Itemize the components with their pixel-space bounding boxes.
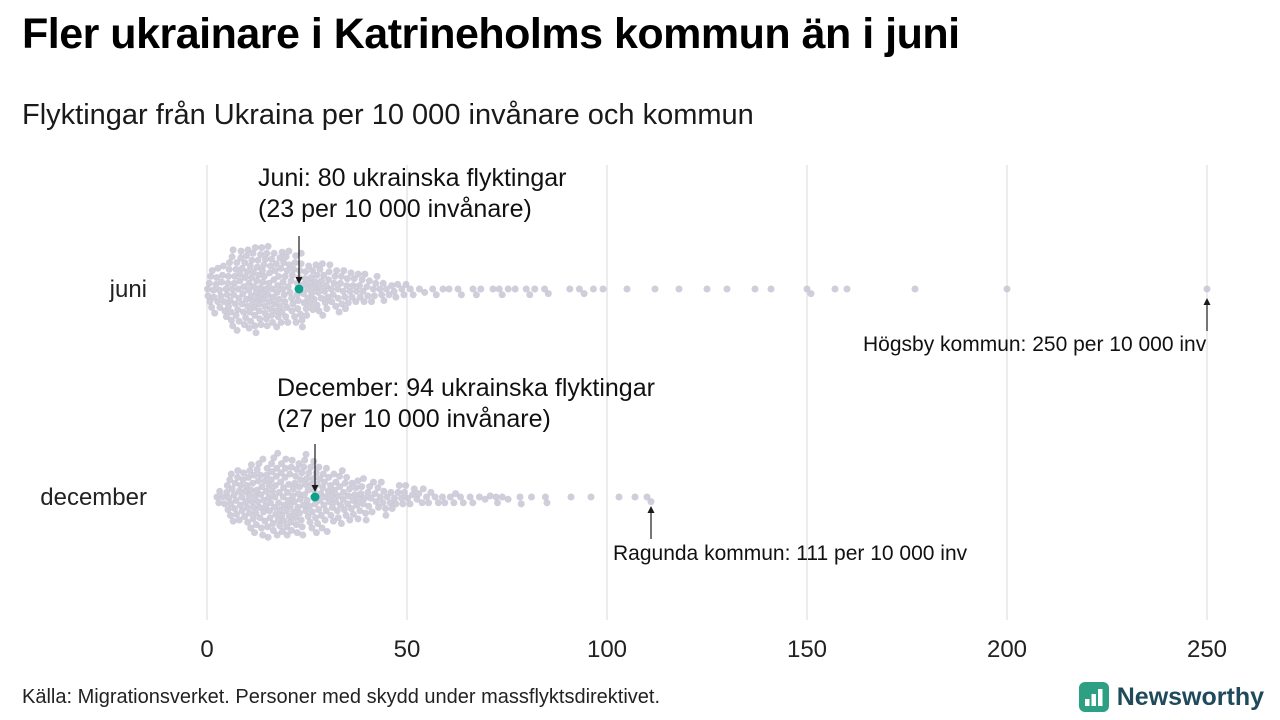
source-note: Källa: Migrationsverket. Personer med sk… [22, 685, 661, 708]
annotation-juni-highlight: Juni: 80 ukrainska flyktingar (23 per 10… [258, 163, 566, 225]
dots [204, 242, 1211, 541]
svg-text:0: 0 [200, 636, 213, 663]
svg-text:150: 150 [787, 636, 827, 663]
annotation-hogsby-outlier: Högsby kommun: 250 per 10 000 inv [863, 333, 1207, 356]
annotation-arrows [295, 236, 1211, 539]
row-label-juni: juni [109, 276, 147, 303]
svg-text:200: 200 [987, 636, 1027, 663]
svg-text:100: 100 [587, 636, 627, 663]
chart-title: Fler ukrainare i Katrineholms kommun än … [22, 10, 960, 58]
gridlines: 0 50 100 150 200 250 [200, 165, 1227, 663]
annotation-december-line2: (27 per 10 000 invånare) [277, 405, 551, 433]
svg-text:50: 50 [394, 636, 421, 663]
annotation-ragunda-outlier: Ragunda kommun: 111 per 10 000 inv [613, 542, 968, 565]
newsworthy-barchart-icon [1078, 682, 1109, 712]
annotation-juni-line1: Juni: 80 ukrainska flyktingar [258, 164, 567, 192]
annotation-juni-line2: (23 per 10 000 invånare) [258, 195, 532, 223]
newsworthy-wordmark: Newsworthy [1116, 682, 1264, 711]
newsworthy-brand[interactable]: Newsworthy [1078, 682, 1264, 712]
footer: Källa: Migrationsverket. Personer med sk… [22, 682, 1264, 712]
svg-text:250: 250 [1187, 636, 1227, 663]
row-label-december: december [40, 484, 147, 511]
annotation-december-line1: December: 94 ukrainska flyktingar [277, 374, 655, 402]
annotation-december-highlight: December: 94 ukrainska flyktingar (27 pe… [277, 373, 655, 435]
chart-subtitle: Flyktingar från Ukraina per 10 000 invån… [22, 99, 754, 131]
